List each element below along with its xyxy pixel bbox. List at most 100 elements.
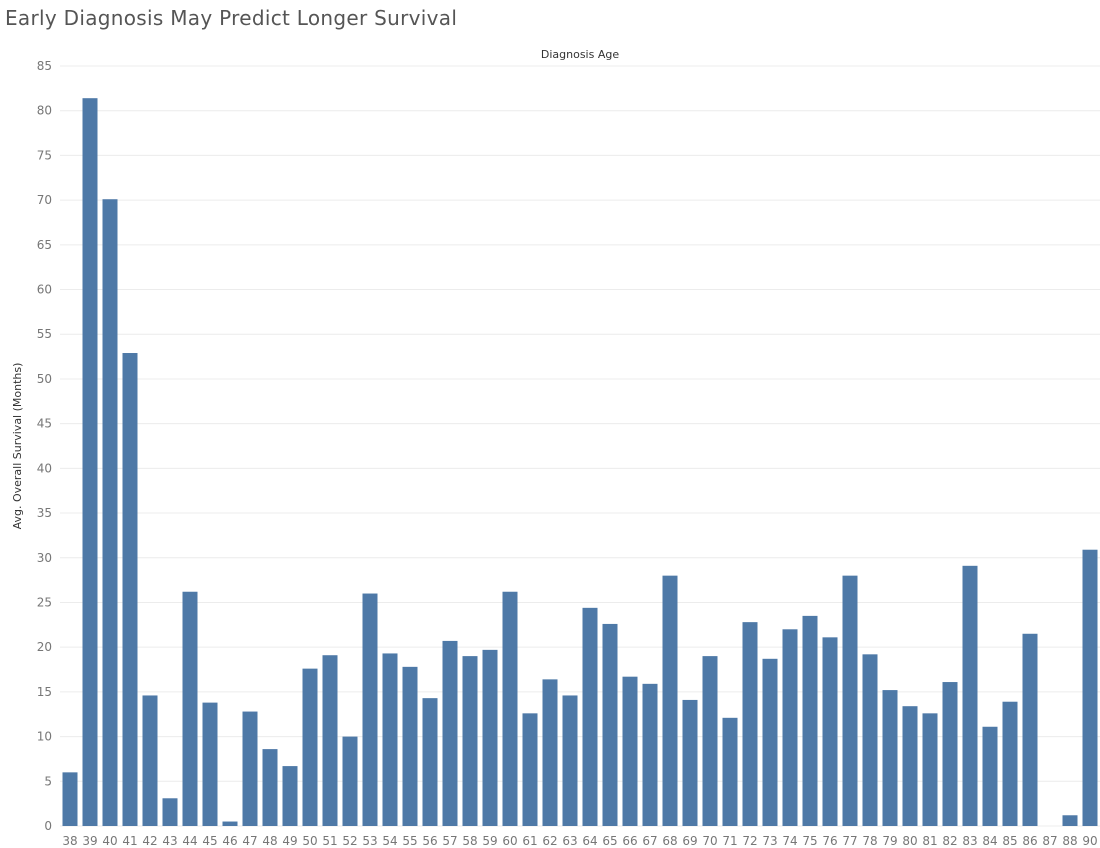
- x-tick-label: 40: [102, 834, 117, 848]
- x-tick-label: 69: [682, 834, 697, 848]
- x-tick-label: 60: [502, 834, 517, 848]
- x-tick-label: 72: [742, 834, 757, 848]
- x-tick-label: 59: [482, 834, 497, 848]
- bar[interactable]: [782, 629, 798, 826]
- bar[interactable]: [322, 655, 338, 826]
- x-tick-label: 78: [862, 834, 877, 848]
- bar[interactable]: [1022, 633, 1038, 826]
- x-tick-label: 81: [922, 834, 937, 848]
- x-tick-label: 84: [982, 834, 997, 848]
- bar[interactable]: [622, 676, 638, 826]
- y-tick-label: 25: [37, 595, 52, 609]
- bar[interactable]: [282, 766, 298, 826]
- bar[interactable]: [662, 575, 678, 826]
- x-tick-label: 53: [362, 834, 377, 848]
- bar[interactable]: [982, 726, 998, 826]
- bar[interactable]: [742, 622, 758, 826]
- bar[interactable]: [862, 654, 878, 826]
- bar[interactable]: [542, 679, 558, 826]
- x-tick-label: 57: [442, 834, 457, 848]
- x-tick-label: 74: [782, 834, 797, 848]
- y-tick-label: 5: [44, 774, 52, 788]
- bar[interactable]: [262, 749, 278, 826]
- bar[interactable]: [822, 637, 838, 826]
- bar[interactable]: [402, 666, 418, 826]
- x-tick-label: 50: [302, 834, 317, 848]
- y-tick-label: 20: [37, 640, 52, 654]
- x-tick-label: 75: [802, 834, 817, 848]
- bar[interactable]: [922, 713, 938, 826]
- bar[interactable]: [422, 698, 438, 826]
- bar[interactable]: [482, 649, 498, 826]
- bar[interactable]: [222, 821, 238, 826]
- bar[interactable]: [882, 690, 898, 826]
- x-tick-label: 63: [562, 834, 577, 848]
- bar[interactable]: [382, 653, 398, 826]
- x-tick-label: 66: [622, 834, 637, 848]
- bar[interactable]: [802, 615, 818, 826]
- gridlines: [60, 65, 1100, 827]
- bar[interactable]: [602, 623, 618, 826]
- bar[interactable]: [702, 656, 718, 826]
- bar[interactable]: [1082, 549, 1098, 826]
- y-tick-label: 75: [37, 148, 52, 162]
- bar[interactable]: [442, 640, 458, 826]
- bar[interactable]: [1002, 701, 1018, 826]
- x-tick-label: 65: [602, 834, 617, 848]
- y-axis-title: Avg. Overall Survival (Months): [11, 363, 24, 530]
- y-tick-label: 60: [37, 283, 52, 297]
- bar[interactable]: [242, 711, 258, 826]
- bar[interactable]: [62, 772, 78, 826]
- bar[interactable]: [902, 706, 918, 826]
- bar[interactable]: [302, 668, 318, 826]
- y-tick-label: 40: [37, 461, 52, 475]
- bar[interactable]: [82, 98, 98, 826]
- y-tick-label: 80: [37, 104, 52, 118]
- x-tick-label: 42: [142, 834, 157, 848]
- x-tick-label: 64: [582, 834, 597, 848]
- x-tick-label: 85: [1002, 834, 1017, 848]
- bar[interactable]: [842, 575, 858, 826]
- x-tick-label: 55: [402, 834, 417, 848]
- y-tick-label: 55: [37, 327, 52, 341]
- x-tick-label: 61: [522, 834, 537, 848]
- bar[interactable]: [102, 199, 118, 827]
- y-tick-label: 45: [37, 417, 52, 431]
- bar[interactable]: [1062, 815, 1078, 826]
- bar[interactable]: [202, 702, 218, 826]
- x-tick-label: 77: [842, 834, 857, 848]
- y-tick-label: 30: [37, 551, 52, 565]
- chart-title: Early Diagnosis May Predict Longer Survi…: [5, 6, 458, 30]
- bar[interactable]: [122, 353, 138, 826]
- bar[interactable]: [642, 683, 658, 826]
- bar[interactable]: [342, 736, 358, 826]
- y-tick-label: 85: [37, 59, 52, 73]
- bar[interactable]: [722, 717, 738, 826]
- x-tick-label: 83: [962, 834, 977, 848]
- bar[interactable]: [462, 656, 478, 826]
- bar[interactable]: [762, 658, 778, 826]
- bar[interactable]: [942, 682, 958, 826]
- x-tick-label: 76: [822, 834, 837, 848]
- bar[interactable]: [162, 798, 178, 826]
- bar[interactable]: [182, 591, 198, 826]
- y-tick-label: 0: [44, 819, 52, 833]
- bar[interactable]: [142, 695, 158, 826]
- y-tick-label: 50: [37, 372, 52, 386]
- bar[interactable]: [582, 607, 598, 826]
- x-tick-label: 68: [662, 834, 677, 848]
- x-axis-title: Diagnosis Age: [541, 48, 619, 61]
- bar[interactable]: [682, 699, 698, 826]
- bar[interactable]: [502, 591, 518, 826]
- x-tick-label: 70: [702, 834, 717, 848]
- x-tick-label: 80: [902, 834, 917, 848]
- bar[interactable]: [362, 593, 378, 826]
- x-axis: 38 39 40 41 42 43 44 45 46 47 48 49 50 51 52 53 54 55 56 57…: [62, 834, 1097, 848]
- x-tick-label: 58: [462, 834, 477, 848]
- bar[interactable]: [962, 565, 978, 826]
- bars: [62, 98, 1098, 827]
- bar[interactable]: [562, 695, 578, 826]
- x-tick-label: 87: [1042, 834, 1057, 848]
- bar[interactable]: [522, 713, 538, 826]
